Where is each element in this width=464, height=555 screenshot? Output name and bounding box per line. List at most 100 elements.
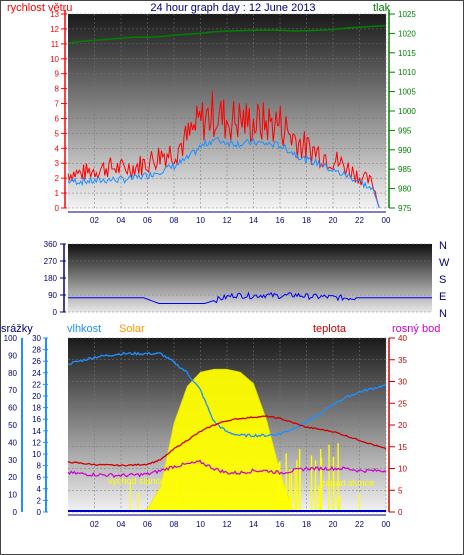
wind-gust-line <box>67 91 380 209</box>
climate-x-tick-label: 02 <box>90 520 99 529</box>
humidity-tick-label: 20 <box>32 392 41 401</box>
wind-tick-label: 0 <box>55 204 60 213</box>
humidity-tick-label: 6 <box>37 473 42 482</box>
direction-series <box>68 291 432 304</box>
humidity-tick-label: 30 <box>32 334 41 343</box>
rain-tick-label: 70 <box>8 386 17 395</box>
pressure-tick-label: 975 <box>398 204 412 213</box>
climate-x-tick-label: 08 <box>170 520 179 529</box>
wind-direction-line <box>68 291 432 304</box>
pressure-axis-ticks: 975 980 985 990 995 1000 1005 1010 1015 1020 1025 <box>388 10 416 213</box>
temperature-tick-label: 40 <box>398 334 407 343</box>
direction-tick-label: 180 <box>44 274 58 283</box>
humidity-tick-label: 4 <box>37 485 42 494</box>
wind-tick-label: 11 <box>51 40 60 49</box>
climate-panel: srážky vlhkost Solar teplota rosný bod 0… <box>1 323 440 529</box>
wind-x-tick-label: 06 <box>143 216 152 225</box>
temperature-tick-label: 15 <box>398 443 407 452</box>
wind-x-tick-label: 02 <box>90 216 99 225</box>
solar-area <box>134 368 294 513</box>
dewpoint-line <box>67 459 387 478</box>
pressure-axis-title: tlak <box>373 2 391 14</box>
wind-tick-label: 8 <box>55 85 60 94</box>
rain-tick-label: 80 <box>8 369 17 378</box>
temperature-axis-ticks: 0 5 10 15 20 25 30 35 40 <box>388 334 407 517</box>
wind-tick-label: 5 <box>55 129 60 138</box>
climate-x-tick-label: 04 <box>117 520 126 529</box>
temperature-tick-label: 5 <box>398 486 403 495</box>
humidity-line <box>67 351 387 438</box>
solar-axis-title: Solar <box>119 323 145 335</box>
climate-x-tick-label: 20 <box>329 520 338 529</box>
wind-x-tick-label: 08 <box>170 216 179 225</box>
chart-title: 24 hour graph day : 12 June 2013 <box>150 2 315 14</box>
pressure-tick-label: 985 <box>398 165 412 174</box>
wind-tick-label: 4 <box>55 144 60 153</box>
pressure-tick-label: 995 <box>398 126 412 135</box>
pressure-line <box>67 24 387 44</box>
temperature-tick-label: 20 <box>398 421 407 430</box>
climate-x-tick-label: 00 <box>382 520 391 529</box>
direction-axis-ticks: 0 90 180 270 360 <box>44 240 66 317</box>
wind-x-tick-label: 14 <box>249 216 258 225</box>
humidity-tick-label: 24 <box>32 369 41 378</box>
climate-series <box>67 351 387 513</box>
rain-tick-label: 90 <box>8 351 17 360</box>
compass-label: E <box>439 291 446 303</box>
rain-tick-label: 100 <box>4 334 18 343</box>
humidity-tick-label: 26 <box>32 357 41 366</box>
humidity-tick-label: 2 <box>37 496 42 505</box>
climate-x-tick-label: 14 <box>249 520 258 529</box>
climate-x-tick-label: 22 <box>355 520 364 529</box>
sunset-label: západ slunce <box>321 478 374 488</box>
wind-x-tick-label: 18 <box>302 216 311 225</box>
humidity-tick-label: 18 <box>32 404 41 413</box>
wind-grid <box>68 13 387 209</box>
humidity-tick-label: 28 <box>32 346 41 355</box>
temperature-axis-title: teplota <box>313 323 347 335</box>
direction-tick-label: 0 <box>53 308 58 317</box>
wind-x-tick-label: 00 <box>382 216 391 225</box>
wind-x-tick-label: 16 <box>276 216 285 225</box>
compass-label: N <box>439 308 447 320</box>
temperature-line <box>67 414 387 467</box>
climate-x-tick-label: 12 <box>223 520 232 529</box>
wind-x-ticks: 02 04 06 08 10 12 14 16 18 20 22 00 <box>68 211 391 225</box>
wind-tick-label: 2 <box>55 174 60 183</box>
direction-tick-label: 360 <box>44 240 58 249</box>
pressure-tick-label: 1015 <box>398 49 416 58</box>
compass-label: W <box>439 257 450 269</box>
rain-tick-label: 50 <box>8 421 17 430</box>
wind-tick-label: 13 <box>50 10 59 19</box>
climate-x-tick-label: 16 <box>276 520 285 529</box>
pressure-tick-label: 1005 <box>398 88 416 97</box>
rain-tick-label: 10 <box>8 491 17 500</box>
wind-series <box>67 24 387 209</box>
wind-tick-label: 1 <box>55 189 60 198</box>
direction-tick-label: 90 <box>48 291 57 300</box>
humidity-axis-title: vlhkost <box>67 323 101 335</box>
wind-x-tick-label: 12 <box>223 216 232 225</box>
humidity-tick-label: 12 <box>32 438 41 447</box>
temperature-tick-label: 35 <box>398 356 407 365</box>
climate-x-ticks: 02 04 06 08 10 12 14 16 18 20 22 00 <box>68 514 391 529</box>
wind-x-tick-label: 04 <box>117 216 126 225</box>
pressure-tick-label: 1025 <box>398 10 416 19</box>
wind-axis-title: rychlost větru <box>7 2 72 14</box>
dewpoint-axis-title: rosný bod <box>392 323 440 335</box>
humidity-tick-label: 8 <box>37 462 42 471</box>
humidity-tick-label: 0 <box>37 508 42 517</box>
humidity-tick-label: 10 <box>32 450 41 459</box>
temperature-tick-label: 10 <box>398 465 407 474</box>
direction-grid <box>68 243 432 313</box>
wind-x-tick-label: 22 <box>355 216 364 225</box>
rain-tick-label: 60 <box>8 404 17 413</box>
temperature-tick-label: 0 <box>398 508 403 517</box>
climate-x-tick-label: 10 <box>196 520 205 529</box>
